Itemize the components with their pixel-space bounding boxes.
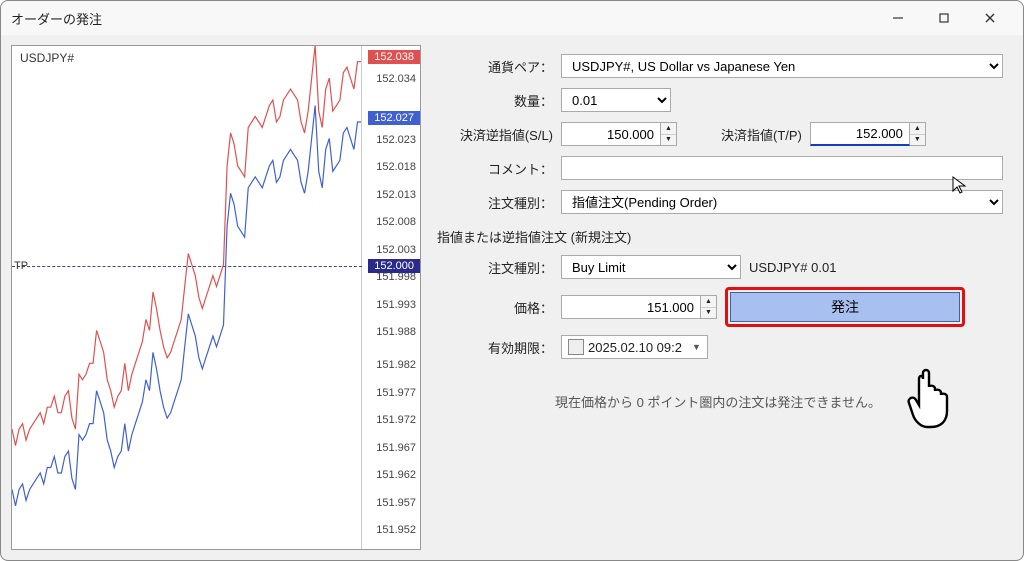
price-tick: 152.013 [376,189,416,201]
price-input-group: ▲▼ [561,295,717,319]
subtype-label: 注文種別： [433,258,561,277]
tp-input[interactable] [810,122,910,146]
submit-button[interactable]: 発注 [730,292,960,322]
price-tick: 151.957 [376,497,416,509]
price-tick: 152.023 [376,134,416,146]
chevron-down-icon: ▼ [692,342,701,352]
chart-symbol-label: USDJPY# [16,50,78,66]
tp-spinner[interactable]: ▲▼ [910,122,926,146]
order-form: 通貨ペア： USDJPY#, US Dollar vs Japanese Yen… [433,45,1013,550]
bid-box-label: 152.027 [368,111,420,125]
subtype-select[interactable]: Buy Limit [561,255,741,279]
tp-label: TP [14,260,28,272]
minimize-button[interactable] [875,3,921,33]
expiry-label: 有効期限： [433,338,561,357]
tp-input-group: ▲▼ [810,122,926,146]
chart-plot [12,46,362,549]
maximize-button[interactable] [921,3,967,33]
price-input[interactable] [561,295,701,319]
price-tick: 151.972 [376,414,416,426]
expiry-checkbox[interactable] [568,339,584,355]
price-tick: 151.977 [376,387,416,399]
price-tick: 152.034 [376,73,416,85]
price-tick: 151.988 [376,326,416,338]
price-tick: 152.008 [376,216,416,228]
price-tick: 151.982 [376,359,416,371]
comment-input[interactable] [561,156,1003,180]
price-tick: 151.993 [376,299,416,311]
order-window: オーダーの発注 USDJPY# 152.034152.023152.018152… [0,0,1024,561]
tp-box-label: 152.000 [368,259,420,273]
comment-label: コメント： [433,159,561,178]
expiry-picker[interactable]: 2025.02.10 09:2 ▼ [561,335,708,359]
sl-spinner[interactable]: ▲▼ [661,122,677,146]
price-tick: 151.962 [376,469,416,481]
window-title: オーダーの発注 [11,9,875,28]
price-spinner[interactable]: ▲▼ [701,295,717,319]
expiry-value: 2025.02.10 09:2 [588,340,682,355]
close-button[interactable] [967,3,1013,33]
pending-section-label: 指値または逆指値注文 (新規注文) [437,227,1003,246]
tp-line [12,266,362,267]
subtype-info: USDJPY# 0.01 [749,260,836,275]
sl-label: 決済逆指値(S/L) [433,125,561,144]
tp-label: 決済指値(T/P) [721,125,802,144]
titlebar: オーダーの発注 [1,1,1023,35]
status-message: 現在価格から 0 ポイント圏内の注文は発注できません。 [433,392,1003,411]
price-tick: 152.018 [376,161,416,173]
qty-select[interactable]: 0.01 [561,88,671,112]
price-axis: 152.034 152.023 152.018 152.013 152.008 152.0… [362,46,420,549]
ordertype-select[interactable]: 指値注文(Pending Order) [561,190,1003,214]
sl-input[interactable] [561,122,661,146]
pair-label: 通貨ペア： [433,57,561,76]
price-tick: 151.952 [376,524,416,536]
qty-label: 数量： [433,91,561,110]
price-label: 価格： [433,298,561,317]
ordertype-label: 注文種別： [433,193,561,212]
price-tick: 151.967 [376,442,416,454]
ask-box-label: 152.038 [368,50,420,64]
price-tick: 152.003 [376,244,416,256]
pair-select[interactable]: USDJPY#, US Dollar vs Japanese Yen [561,54,1003,78]
sl-input-group: ▲▼ [561,122,677,146]
submit-highlight: 発注 [725,287,965,327]
price-chart: USDJPY# 152.034152.023152.018152.013152.… [11,45,421,550]
